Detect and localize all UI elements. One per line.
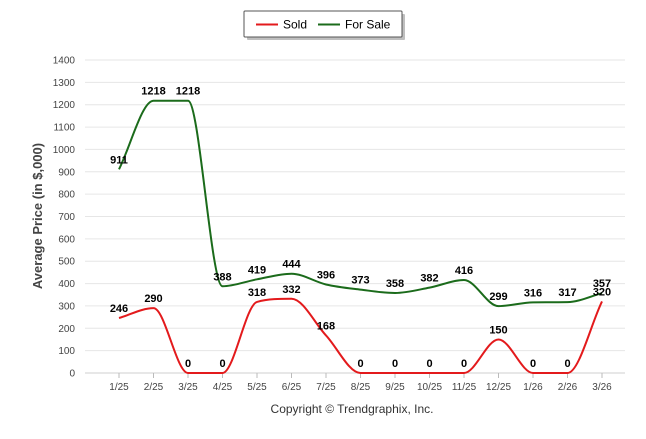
legend-label: Sold	[283, 18, 307, 32]
y-tick-label: 1000	[53, 145, 76, 156]
series-line-sold	[118, 297, 603, 374]
y-tick-label: 1300	[53, 78, 76, 89]
legend: Sold For Sale	[243, 10, 405, 40]
y-tick-label: 1100	[53, 123, 75, 134]
x-tick-label: 6/25	[282, 382, 302, 393]
sold-data-label: 0	[426, 358, 432, 370]
y-tick-label: 900	[58, 167, 75, 178]
x-tick-label: 5/25	[247, 382, 267, 393]
sold-data-label: 320	[593, 286, 611, 298]
x-axis-ticks: 1/25 2/25 3/25 4/25 5/25 6/25 7/25 8/25 9/25 10/2…	[109, 373, 612, 393]
x-tick-label: 3/25	[178, 382, 198, 393]
sold-data-label: 318	[248, 287, 266, 299]
y-tick-label: 1200	[53, 100, 76, 111]
for-sale-data-label: 357	[593, 278, 611, 290]
x-tick-label: 2/25	[144, 382, 164, 393]
for-sale-data-label: 444	[282, 259, 301, 271]
y-tick-label: 500	[58, 257, 75, 268]
y-axis-title: Average Price (in $,000)	[30, 143, 45, 289]
gridlines	[85, 59, 625, 374]
y-tick-label: 600	[58, 234, 75, 245]
for-sale-data-label: 1218	[176, 86, 200, 98]
x-tick-label: 3/26	[592, 382, 612, 393]
x-tick-label: 10/25	[417, 382, 442, 393]
sold-data-label: 0	[530, 358, 536, 370]
sold-data-label: 0	[219, 358, 225, 370]
x-tick-label: 11/25	[452, 382, 477, 393]
sold-data-label: 332	[282, 284, 300, 296]
series-line-for-sale	[118, 99, 603, 308]
data-labels: 246 290 0 0 318 332 168 0 0 0 0 150 0 0 320 911 1218 1218…	[110, 86, 611, 370]
x-tick-label: 1/26	[523, 382, 543, 393]
sold-data-label: 168	[317, 320, 335, 332]
for-sale-data-label: 317	[558, 287, 576, 299]
sold-data-label: 0	[185, 358, 191, 370]
x-tick-label: 2/26	[558, 382, 578, 393]
sold-data-label: 0	[392, 358, 398, 370]
for-sale-data-label: 911	[110, 154, 128, 166]
sold-data-label: 290	[144, 293, 162, 305]
x-tick-label: 7/25	[316, 382, 336, 393]
sold-data-label: 150	[489, 324, 507, 336]
sold-data-label: 0	[461, 358, 467, 370]
for-sale-data-label: 382	[420, 273, 438, 285]
x-tick-label: 9/25	[385, 382, 405, 393]
y-tick-label: 700	[58, 212, 75, 223]
for-sale-data-label: 299	[489, 291, 507, 303]
y-tick-label: 100	[58, 346, 75, 357]
for-sale-data-label: 1218	[141, 86, 165, 98]
x-tick-label: 12/25	[486, 382, 511, 393]
for-sale-data-label: 316	[524, 287, 542, 299]
for-sale-data-label: 373	[351, 275, 369, 287]
legend-label: For Sale	[345, 18, 391, 32]
y-tick-label: 0	[69, 369, 75, 380]
y-tick-label: 400	[58, 279, 75, 290]
x-tick-label: 4/25	[213, 382, 233, 393]
sold-data-label: 0	[357, 358, 363, 370]
for-sale-data-label: 396	[317, 269, 335, 281]
y-tick-label: 300	[58, 301, 75, 312]
y-tick-label: 800	[58, 190, 75, 201]
sold-data-label: 0	[564, 358, 570, 370]
x-tick-label: 8/25	[351, 382, 371, 393]
y-tick-label: 1400	[53, 56, 76, 67]
for-sale-data-label: 419	[248, 264, 266, 276]
x-tick-label: 1/25	[109, 382, 129, 393]
y-tick-label: 200	[58, 324, 75, 335]
y-axis-ticks: 0 100 200 300 400 500 600 700 800 900 1000 1100 1200…	[53, 56, 76, 380]
for-sale-data-label: 358	[386, 278, 404, 290]
for-sale-data-label: 388	[213, 271, 231, 283]
series-lines	[118, 99, 603, 374]
sold-data-label: 246	[110, 303, 128, 315]
for-sale-data-label: 416	[455, 265, 473, 277]
copyright-text: Copyright © Trendgraphix, Inc.	[271, 402, 434, 416]
